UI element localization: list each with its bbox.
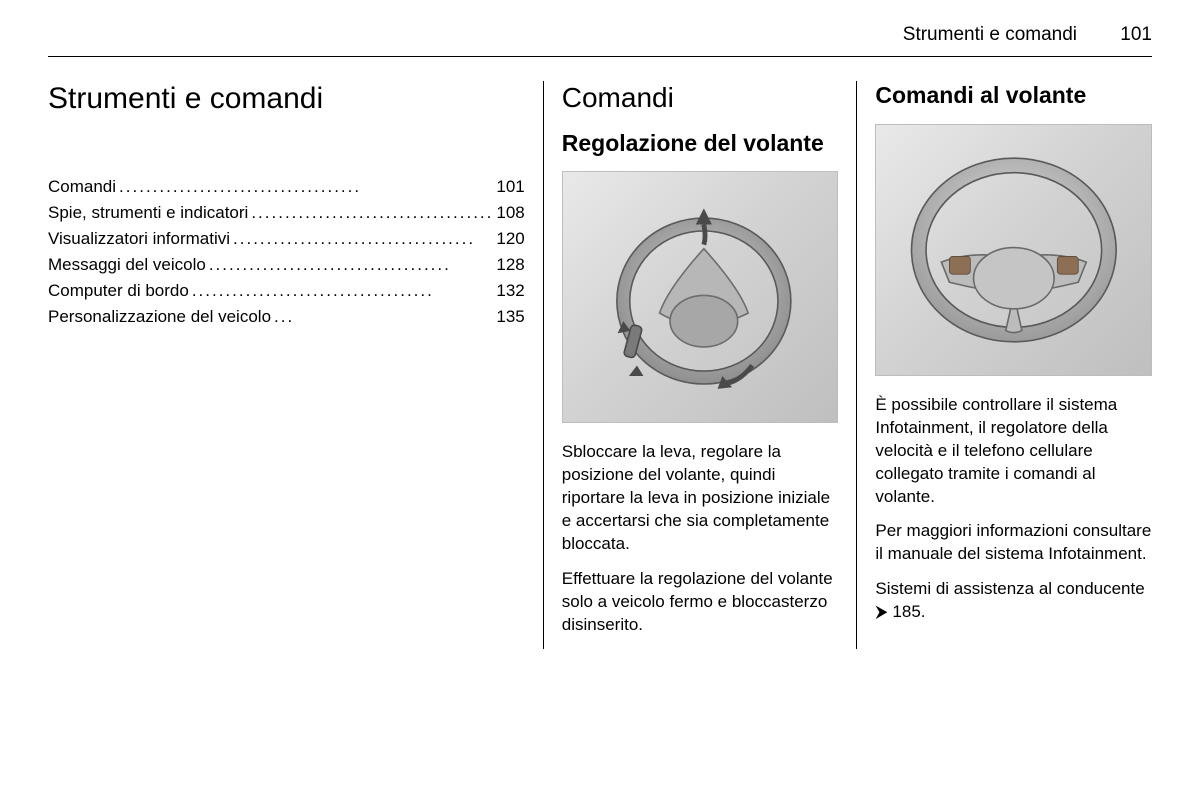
- toc-line: Messaggi del veicolo ...................…: [48, 255, 525, 275]
- toc-label: Visualizzatori informativi: [48, 229, 230, 249]
- toc-dots: ...: [271, 307, 496, 327]
- toc-label: Personalizzazione del veicolo: [48, 307, 271, 327]
- page-header: Strumenti e comandi 101: [48, 24, 1152, 57]
- header-section-title: Strumenti e comandi: [903, 24, 1077, 45]
- toc-line: Spie, strumenti e indicatori ...........…: [48, 203, 525, 223]
- column-2: Comandi Regolazione del volante: [544, 81, 857, 649]
- paragraph: È possibile controllare il sistema Infot…: [875, 394, 1152, 509]
- reference-arrow-icon: ⮞: [875, 601, 887, 624]
- steering-wheel-adjust-icon: [579, 187, 821, 407]
- section-title: Comandi: [562, 81, 839, 115]
- subsection-title: Regolazione del volante: [562, 129, 839, 158]
- paragraph: Effettuare la regolazione del volante so…: [562, 568, 839, 637]
- chapter-title: Strumenti e comandi: [48, 81, 525, 117]
- toc-label: Comandi: [48, 177, 116, 197]
- steering-wheel-controls-icon: [893, 140, 1135, 360]
- column-1: Strumenti e comandi Comandi ............…: [48, 81, 543, 649]
- para-text: Sistemi di assistenza al conducente: [875, 579, 1144, 598]
- toc-dots: ....................................: [116, 177, 496, 197]
- toc-line: Comandi ................................…: [48, 177, 525, 197]
- toc-page: 108: [496, 203, 524, 223]
- toc-page: 135: [496, 307, 524, 327]
- content-columns: Strumenti e comandi Comandi ............…: [48, 81, 1152, 649]
- paragraph: Sistemi di assistenza al conducente ⮞ 18…: [875, 578, 1152, 624]
- column-3: Comandi al volante: [857, 81, 1152, 649]
- toc-line: Personalizzazione del veicolo ... 135: [48, 307, 525, 327]
- toc-label: Messaggi del veicolo: [48, 255, 206, 275]
- toc-page: 132: [496, 281, 524, 301]
- toc-line: Visualizzatori informativi .............…: [48, 229, 525, 249]
- reference-page: 185.: [892, 602, 925, 621]
- toc-page: 101: [496, 177, 524, 197]
- header-page-number: 101: [1120, 24, 1152, 46]
- toc-line: Computer di bordo ......................…: [48, 281, 525, 301]
- toc-label: Computer di bordo: [48, 281, 189, 301]
- toc-label: Spie, strumenti e indicatori: [48, 203, 248, 223]
- toc-dots: ....................................: [189, 281, 497, 301]
- toc-dots: ....................................: [248, 203, 496, 223]
- toc-dots: ....................................: [230, 229, 496, 249]
- figure-steering-adjustment: [562, 171, 839, 423]
- paragraph: Per maggiori informazioni consultare il …: [875, 520, 1152, 566]
- subsection-title: Comandi al volante: [875, 81, 1152, 110]
- toc-dots: ....................................: [206, 255, 497, 275]
- toc-page: 128: [496, 255, 524, 275]
- toc-page: 120: [496, 229, 524, 249]
- figure-steering-controls: [875, 124, 1152, 376]
- paragraph: Sbloccare la leva, regolare la posizione…: [562, 441, 839, 556]
